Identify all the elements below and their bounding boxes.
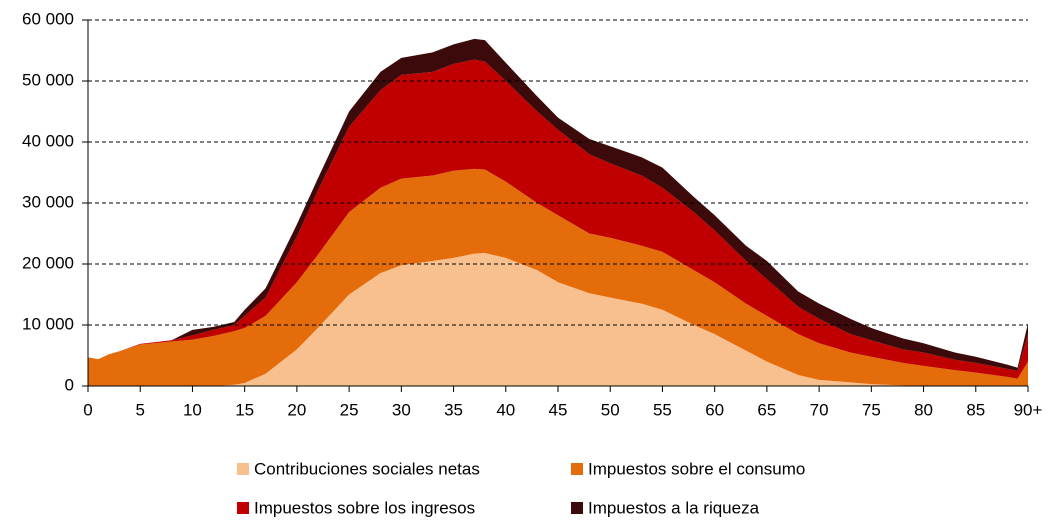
- x-tick-label: 25: [340, 400, 359, 419]
- legend-label: Impuestos sobre el consumo: [588, 459, 805, 478]
- legend-swatch: [571, 502, 583, 514]
- x-tick-label: 15: [235, 400, 254, 419]
- x-tick-label: 70: [810, 400, 829, 419]
- x-tick-label: 65: [757, 400, 776, 419]
- x-tick-label: 20: [287, 400, 306, 419]
- x-tick-label: 85: [966, 400, 985, 419]
- legend-swatch: [571, 463, 583, 475]
- y-tick-label: 60 000: [22, 9, 74, 28]
- x-tick-label: 80: [914, 400, 933, 419]
- y-tick-label: 40 000: [22, 131, 74, 150]
- area: [88, 38, 1028, 371]
- x-tick-label: 90+: [1014, 400, 1043, 419]
- x-tick-label: 5: [135, 400, 144, 419]
- x-tick-label: 50: [601, 400, 620, 419]
- x-tick-label: 0: [83, 400, 92, 419]
- x-tick-label: 35: [444, 400, 463, 419]
- area: [88, 168, 1028, 386]
- area: [88, 253, 1028, 386]
- y-tick-label: 30 000: [22, 192, 74, 211]
- y-tick-label: 10 000: [22, 314, 74, 333]
- x-tick-label: 40: [496, 400, 515, 419]
- y-tick-label: 20 000: [22, 253, 74, 272]
- x-tick-label: 60: [705, 400, 724, 419]
- legend-label: Impuestos a la riqueza: [588, 498, 760, 517]
- y-tick-label: 50 000: [22, 70, 74, 89]
- x-tick-label: 45: [549, 400, 568, 419]
- legend-label: Contribuciones sociales netas: [254, 459, 480, 478]
- legend-swatch: [237, 463, 249, 475]
- x-tick-label: 55: [653, 400, 672, 419]
- legend-swatch: [237, 502, 249, 514]
- y-tick-label: 0: [65, 375, 74, 394]
- x-tick-label: 30: [392, 400, 411, 419]
- x-tick-label: 10: [183, 400, 202, 419]
- x-tick-label: 75: [862, 400, 881, 419]
- legend-label: Impuestos sobre los ingresos: [254, 498, 475, 517]
